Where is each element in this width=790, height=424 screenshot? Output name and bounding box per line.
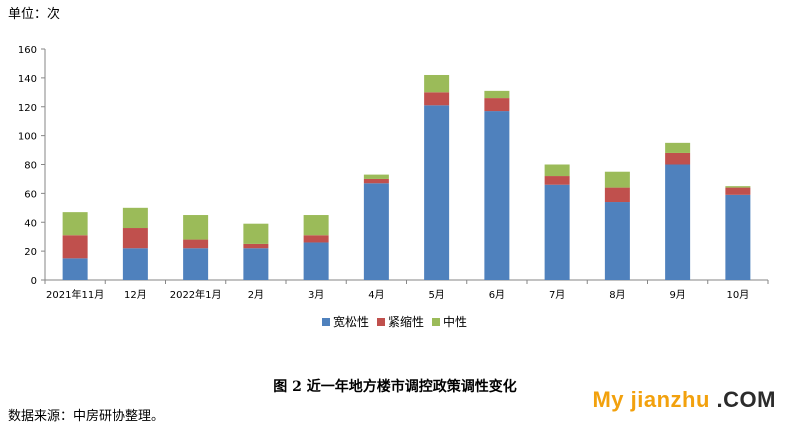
bar-segment — [544, 176, 570, 185]
bar-segment — [303, 235, 329, 243]
bar-segment — [62, 212, 88, 236]
watermark-main: My jianzhu — [592, 387, 710, 412]
y-tick-label: 140 — [18, 74, 37, 85]
bar-segment — [604, 202, 630, 280]
x-tick-label: 2022年1月 — [170, 288, 222, 301]
bar-segment — [544, 184, 570, 280]
bar-segment — [122, 207, 148, 229]
bar-segment — [665, 164, 691, 280]
bar-segment — [303, 215, 329, 236]
legend-swatch — [322, 318, 330, 326]
bar-segment — [183, 248, 209, 280]
y-tick-label: 40 — [24, 218, 37, 229]
y-tick-label: 100 — [18, 132, 37, 143]
bar-segment — [363, 183, 389, 280]
figure-caption: 图 2 近一年地方楼市调控政策调性变化 — [273, 379, 517, 395]
y-tick-label: 0 — [31, 276, 37, 287]
bar-segment — [484, 98, 510, 112]
bar-segment — [243, 243, 269, 249]
watermark-suffix: .COM — [716, 387, 776, 412]
watermark-logo: My jianzhu .COM — [592, 387, 776, 413]
legend-swatch — [432, 318, 440, 326]
x-tick-label: 4月 — [368, 289, 384, 301]
bar-segment — [363, 174, 389, 179]
x-tick-label: 12月 — [124, 289, 147, 301]
bar-segment — [62, 258, 88, 280]
x-tick-label: 6月 — [489, 289, 505, 301]
bar-segment — [183, 239, 209, 249]
legend-label: 紧缩性 — [388, 314, 424, 329]
bar-segment — [544, 164, 570, 177]
bar-segment — [665, 142, 691, 153]
bar-segment — [604, 171, 630, 188]
bar-segment — [665, 152, 691, 165]
unit-label: 单位：次 — [8, 7, 61, 22]
bar-segment — [363, 178, 389, 184]
bar-segment — [424, 92, 450, 106]
bar-segment — [122, 248, 148, 280]
bar-segment — [183, 215, 209, 240]
x-tick-label: 3月 — [308, 289, 324, 301]
bar-segment — [484, 90, 510, 99]
bar-segment — [303, 242, 329, 280]
y-tick-label: 80 — [24, 161, 37, 172]
x-tick-label: 8月 — [609, 289, 625, 301]
bar-segment — [484, 111, 510, 280]
x-tick-label: 2月 — [248, 289, 264, 301]
bar-segment — [62, 235, 88, 259]
legend-label: 中性 — [443, 314, 467, 329]
x-tick-label: 10月 — [727, 289, 750, 301]
stacked-bar-chart: 0 20 40 60 80 100 120 140 160 2021年11月 12月 2022年1月 2… — [18, 45, 769, 329]
legend-label: 宽松性 — [333, 314, 369, 329]
bar-segment — [122, 228, 148, 249]
y-tick-label: 160 — [18, 45, 37, 56]
x-tick-label: 5月 — [428, 289, 444, 301]
x-tick-label: 9月 — [669, 289, 685, 301]
source-note: 数据来源：中房研协整理。 — [8, 409, 165, 424]
y-tick-label: 120 — [18, 103, 37, 114]
bar-segment — [725, 187, 751, 195]
y-tick-label: 20 — [24, 247, 37, 258]
bar-segment — [725, 194, 751, 280]
bar-segment — [424, 105, 450, 281]
bar-segment — [725, 186, 751, 188]
bar-segment — [604, 187, 630, 203]
bar-segment — [424, 74, 450, 93]
y-tick-label: 60 — [24, 189, 37, 200]
bar-segment — [243, 223, 269, 244]
x-tick-label: 7月 — [549, 289, 565, 301]
x-tick-label: 2021年11月 — [46, 288, 104, 301]
bar-segment — [243, 248, 269, 280]
legend-swatch — [377, 318, 385, 326]
